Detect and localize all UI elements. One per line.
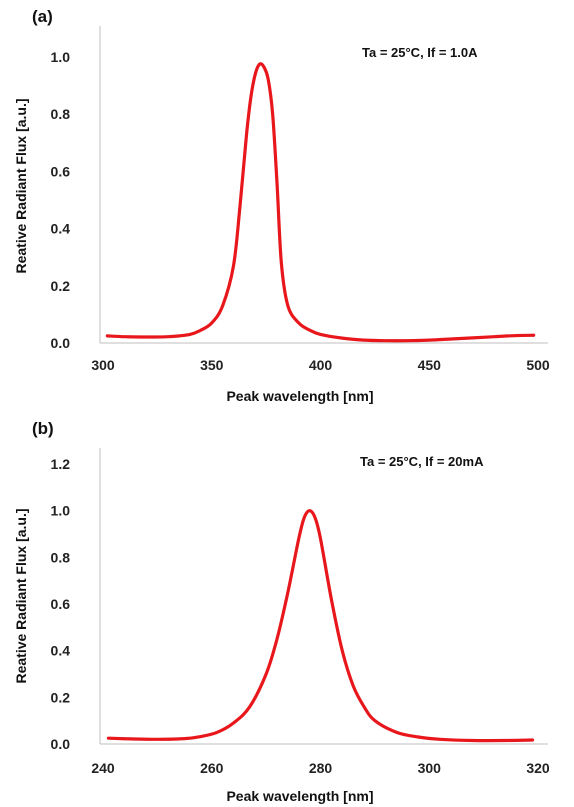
- x-tick-label-a: 450: [418, 357, 442, 373]
- y-tick-label-a: 1.0: [51, 49, 71, 65]
- x-axis-title-b: Peak wavelength [nm]: [226, 788, 373, 804]
- y-tick-label-a: 0.4: [51, 221, 71, 237]
- y-tick-label-a: 0.0: [51, 335, 71, 351]
- y-tick-label-a: 0.2: [51, 278, 71, 294]
- annotation-a: Ta = 25°C, If = 1.0A: [362, 45, 478, 60]
- y-tick-label-b: 0.8: [51, 549, 71, 565]
- y-tick-label-b: 0.2: [51, 689, 71, 705]
- y-tick-label-b: 0.6: [51, 596, 71, 612]
- series-line-a: [105, 62, 536, 343]
- x-tick-label-a: 350: [200, 357, 224, 373]
- y-tick-label-a: 0.8: [51, 106, 71, 122]
- x-tick-label-b: 300: [418, 760, 442, 776]
- x-tick-label-b: 280: [309, 760, 333, 776]
- panel-label-a: (a): [32, 7, 53, 26]
- series-line-b: [106, 509, 535, 743]
- chart-b: (b) Ta = 25°C, If = 20mA 0.0 0.2 0.4 0.6 0.8…: [13, 419, 550, 804]
- x-tick-label-a: 300: [91, 357, 115, 373]
- x-tick-label-b: 320: [526, 760, 550, 776]
- panel-label-b: (b): [32, 419, 54, 438]
- annotation-b: Ta = 25°C, If = 20mA: [360, 454, 484, 469]
- y-axis-title-a: Reative Radiant Flux [a.u.]: [13, 98, 29, 273]
- y-axis-title-b: Reative Radiant Flux [a.u.]: [13, 508, 29, 683]
- y-tick-label-b: 1.2: [51, 456, 71, 472]
- x-tick-label-b: 260: [200, 760, 224, 776]
- y-ticks-b: 0.0 0.2 0.4 0.6 0.8 1.0 1.2: [51, 456, 71, 752]
- x-tick-label-a: 500: [526, 357, 550, 373]
- x-tick-label-b: 240: [91, 760, 115, 776]
- y-tick-label-b: 0.4: [51, 643, 71, 659]
- chart-a: (a) Ta = 25°C, If = 1.0A 0.0 0.2 0.4 0.6 0.8…: [13, 7, 550, 404]
- y-tick-label-b: 0.0: [51, 736, 71, 752]
- x-tick-label-a: 400: [309, 357, 333, 373]
- x-ticks-a: 300 350 400 450 500: [91, 357, 550, 373]
- y-tick-label-a: 0.6: [51, 163, 71, 179]
- y-ticks-a: 0.0 0.2 0.4 0.6 0.8 1.0: [51, 49, 71, 351]
- x-ticks-b: 240 260 280 300 320: [91, 760, 550, 776]
- y-tick-label-b: 1.0: [51, 503, 71, 519]
- x-axis-title-a: Peak wavelength [nm]: [226, 388, 373, 404]
